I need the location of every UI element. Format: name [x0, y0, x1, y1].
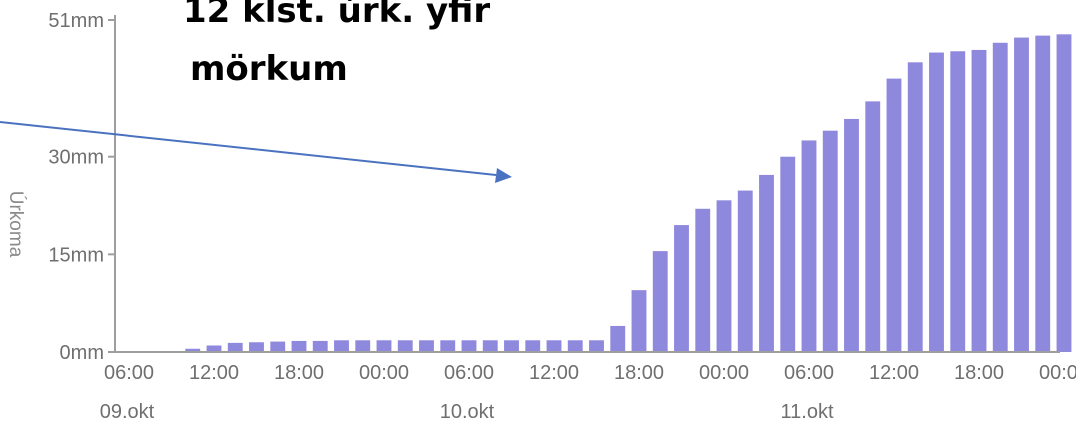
bar [589, 340, 604, 352]
x-tick-label: 00:00 [359, 362, 409, 384]
y-axis-title: Úrkoma [5, 191, 27, 258]
annotation-line-1: 12 klst. úrk. yfir [183, 0, 490, 31]
x-tick-label: 12:00 [529, 362, 579, 384]
bar [461, 340, 477, 352]
bar [716, 200, 732, 352]
bar [355, 340, 371, 352]
y-tick-label: 51mm [48, 10, 104, 32]
bar [1014, 37, 1029, 352]
bar [992, 42, 1008, 352]
bar [567, 340, 583, 352]
y-tick-label: 15mm [48, 244, 104, 266]
bar [419, 340, 434, 352]
bar [185, 348, 201, 352]
bar [376, 340, 392, 352]
bar [440, 340, 456, 352]
bar [759, 174, 774, 352]
x-tick-label: 18:00 [274, 362, 324, 384]
x-tick-label: 18:00 [954, 362, 1004, 384]
bars [185, 34, 1072, 353]
bar [844, 118, 859, 352]
bar [801, 140, 817, 352]
bar [737, 190, 753, 352]
bar [227, 342, 243, 352]
bar [249, 342, 264, 352]
date-label: 10.okt [440, 401, 495, 423]
bar [546, 340, 562, 352]
y-ticks: 0mm 15mm 30mm 51mm [48, 10, 115, 364]
bar [631, 290, 647, 352]
bar [482, 340, 498, 352]
bar [971, 49, 987, 352]
bar [652, 251, 668, 352]
bar [291, 340, 307, 352]
bar [504, 340, 519, 352]
bar [1056, 34, 1072, 352]
x-tick-label: 18:00 [614, 362, 664, 384]
bar [397, 340, 413, 352]
x-tick-label: 12:00 [869, 362, 919, 384]
annotation-line-2: mörkum [190, 49, 348, 89]
bar [206, 345, 222, 352]
bar [334, 340, 349, 352]
date-label: 11.okt [781, 401, 834, 423]
annotation-arrow [0, 121, 497, 176]
bar [312, 340, 328, 352]
x-tick-label: 06:00 [104, 362, 154, 384]
x-tick-label: 06:00 [784, 362, 834, 384]
y-tick-label: 30mm [48, 147, 104, 169]
bar [610, 325, 626, 352]
bar [822, 130, 838, 352]
x-tick-label: 06:00 [444, 362, 494, 384]
bar [270, 341, 286, 352]
bar [780, 156, 796, 352]
bar [929, 52, 944, 353]
x-ticks: 06:00 12:00 18:00 00:00 06:00 12:00 18:00 00:00… [104, 362, 1076, 384]
bar [525, 340, 541, 352]
x-tick-label: 12:00 [189, 362, 239, 384]
bar [865, 101, 881, 353]
bar [886, 78, 902, 352]
bar [907, 62, 923, 353]
x-tick-label: 00:0 [1039, 362, 1076, 384]
bar [695, 208, 711, 352]
annotation: 12 klst. úrk. yfir mörkum [0, 0, 512, 183]
date-labels: 09.okt 10.okt 11.okt [100, 401, 834, 423]
date-label: 09.okt [100, 401, 155, 423]
y-tick-label: 0mm [60, 342, 104, 364]
bar [950, 51, 966, 352]
x-tick-label: 00:00 [699, 362, 749, 384]
bar [674, 225, 689, 352]
bar [1035, 35, 1051, 353]
annotation-arrow-head [495, 168, 512, 183]
